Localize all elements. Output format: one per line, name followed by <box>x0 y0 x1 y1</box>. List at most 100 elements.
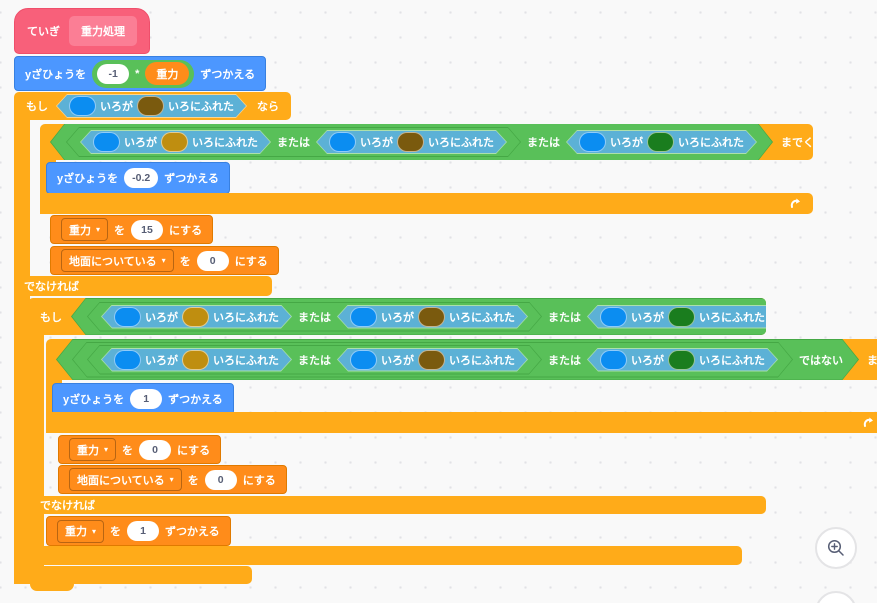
number-input[interactable]: 0 <box>204 469 237 490</box>
change-y-block-3[interactable]: yざひょうを 1 ずつかえる <box>52 383 234 415</box>
touching-color-condition[interactable]: いろが いろにふれた <box>337 305 528 329</box>
inner-if-header[interactable]: もし いろが いろにふれた または いろが いろにふれた または いろが いろに… <box>28 298 766 335</box>
loop-arrow-icon <box>790 198 800 208</box>
number-input[interactable]: 1 <box>127 521 160 541</box>
by-step-label: ずつかえる <box>165 526 220 538</box>
color-input[interactable] <box>114 307 141 327</box>
color-input[interactable] <box>600 350 627 370</box>
number-input[interactable]: 15 <box>131 219 164 240</box>
variable-dropdown[interactable]: 地面についている ▾ <box>69 468 182 491</box>
touching-color-condition[interactable]: いろが いろにふれた <box>566 130 757 154</box>
outer-if-header[interactable]: もし いろが いろにふれた なら <box>14 92 291 120</box>
else-label: でなければ <box>24 281 79 293</box>
or-label: または <box>298 311 331 324</box>
color-input[interactable] <box>418 350 445 370</box>
multiply-operator[interactable]: -1 * 重力 <box>92 59 195 88</box>
number-input[interactable]: -1 <box>97 63 130 84</box>
touching-color-condition[interactable]: いろが いろにふれた <box>101 348 292 372</box>
color-input[interactable] <box>69 96 96 116</box>
color-is-label: いろが <box>100 101 133 113</box>
or-operator[interactable]: いろが いろにふれた または いろが いろにふれた または いろが いろにふれた <box>50 124 773 160</box>
color-input[interactable] <box>397 132 424 152</box>
to-label: を <box>187 474 199 487</box>
magnifier-plus-icon <box>827 539 844 556</box>
number-input[interactable]: 1 <box>130 389 163 409</box>
or-label: または <box>548 311 581 324</box>
not-operator[interactable]: いろが いろにふれた または いろが いろにふれた または いろが いろにふれた <box>56 339 859 380</box>
zoom-in-button[interactable] <box>815 527 857 569</box>
color-input[interactable] <box>137 96 164 116</box>
color-input[interactable] <box>329 132 356 152</box>
color-input[interactable] <box>114 350 141 370</box>
color-input[interactable] <box>350 350 377 370</box>
color-input[interactable] <box>579 132 606 152</box>
define-hat-block[interactable]: ていぎ 重力処理 <box>14 8 150 54</box>
outer-if-spine[interactable] <box>14 119 30 577</box>
color-is-label: いろが <box>360 137 393 149</box>
or-operator[interactable]: いろが いろにふれた または いろが いろにふれた <box>87 302 542 332</box>
change-y-block-1[interactable]: yざひょうを -1 * 重力 ずつかえる <box>14 56 267 91</box>
touching-color-condition[interactable]: いろが いろにふれた <box>101 305 292 329</box>
if-label: もし <box>40 311 62 324</box>
outer-if-footer[interactable] <box>14 566 252 584</box>
set-onground-block-2[interactable]: 地面についている ▾ を 0 にする <box>58 465 287 494</box>
variable-dropdown[interactable]: 重力 ▾ <box>61 218 109 241</box>
number-input[interactable]: 0 <box>196 250 229 271</box>
touching-color-label: いろにふれた <box>192 137 258 149</box>
color-input[interactable] <box>161 132 188 152</box>
else-label: でなければ <box>40 500 95 512</box>
change-gravity-block[interactable]: 重力 ▾ を 1 ずつかえる <box>46 516 231 546</box>
color-input[interactable] <box>93 132 120 152</box>
set-gravity-block-1[interactable]: 重力 ▾ を 15 にする <box>50 215 214 244</box>
repeat-until-2-header[interactable]: いろが いろにふれた または いろが いろにふれた または いろが いろにふれた <box>46 339 877 380</box>
touching-color-label: いろにふれた <box>449 311 515 324</box>
color-is-label: いろが <box>610 137 643 149</box>
zoom-out-button[interactable] <box>815 591 857 603</box>
variable-dropdown[interactable]: 地面についている ▾ <box>61 249 174 272</box>
color-input[interactable] <box>647 132 674 152</box>
variable-dropdown[interactable]: 重力 ▾ <box>57 519 105 543</box>
or-label: または <box>548 354 581 367</box>
chevron-down-icon: ▾ <box>104 445 109 454</box>
change-y-label: yざひょうを <box>63 394 125 406</box>
number-input[interactable]: 0 <box>139 439 172 460</box>
touching-color-condition[interactable]: いろが いろにふれた <box>56 94 247 118</box>
inner-if-footer[interactable] <box>28 546 742 565</box>
or-operator[interactable]: いろが いろにふれた または いろが いろにふれた または いろが いろにふれた <box>71 298 766 335</box>
touching-color-condition[interactable]: いろが いろにふれた <box>80 130 271 154</box>
touching-color-label: いろにふれた <box>449 354 515 367</box>
inner-if-spine[interactable] <box>28 334 44 566</box>
repeat-until-1-footer[interactable] <box>40 193 813 214</box>
custom-block-prototype[interactable]: 重力処理 <box>69 16 137 46</box>
color-input[interactable] <box>668 350 695 370</box>
touching-color-condition[interactable]: いろが いろにふれた <box>337 348 528 372</box>
variable-name: 地面についている <box>77 474 165 487</box>
or-operator[interactable]: いろが いろにふれた または いろが いろにふれた <box>87 345 542 375</box>
color-input[interactable] <box>182 307 209 327</box>
number-input[interactable]: -0.2 <box>124 168 159 188</box>
gravity-variable-reporter[interactable]: 重力 <box>145 62 190 85</box>
set-gravity-block-2[interactable]: 重力 ▾ を 0 にする <box>58 435 222 464</box>
color-input[interactable] <box>668 307 695 327</box>
color-input[interactable] <box>600 307 627 327</box>
repeat-until-2-footer[interactable] <box>46 412 877 433</box>
set-label: にする <box>177 444 211 457</box>
color-input[interactable] <box>350 307 377 327</box>
outer-else-bar[interactable]: でなければ <box>14 276 272 296</box>
variable-name: 重力 <box>65 526 87 538</box>
or-operator[interactable]: いろが いろにふれた または いろが いろにふれた または いろが いろにふれた <box>72 342 793 378</box>
to-label: を <box>122 444 134 457</box>
repeat-until-1-header[interactable]: いろが いろにふれた または いろが いろにふれた または いろが いろにふれた… <box>40 124 813 160</box>
or-label: または <box>527 137 560 149</box>
or-operator[interactable]: いろが いろにふれた または いろが いろにふれた <box>66 127 521 157</box>
color-input[interactable] <box>418 307 445 327</box>
change-y-block-2[interactable]: yざひょうを -0.2 ずつかえる <box>46 162 230 194</box>
touching-color-condition[interactable]: いろが いろにふれた <box>587 305 766 329</box>
color-input[interactable] <box>182 350 209 370</box>
variable-dropdown[interactable]: 重力 ▾ <box>69 438 117 461</box>
set-onground-block-1[interactable]: 地面についている ▾ を 0 にする <box>50 246 279 275</box>
touching-color-condition[interactable]: いろが いろにふれた <box>587 348 778 372</box>
touching-color-label: いろにふれた <box>168 101 234 113</box>
touching-color-condition[interactable]: いろが いろにふれた <box>316 130 507 154</box>
inner-else-bar[interactable]: でなければ <box>28 496 766 514</box>
